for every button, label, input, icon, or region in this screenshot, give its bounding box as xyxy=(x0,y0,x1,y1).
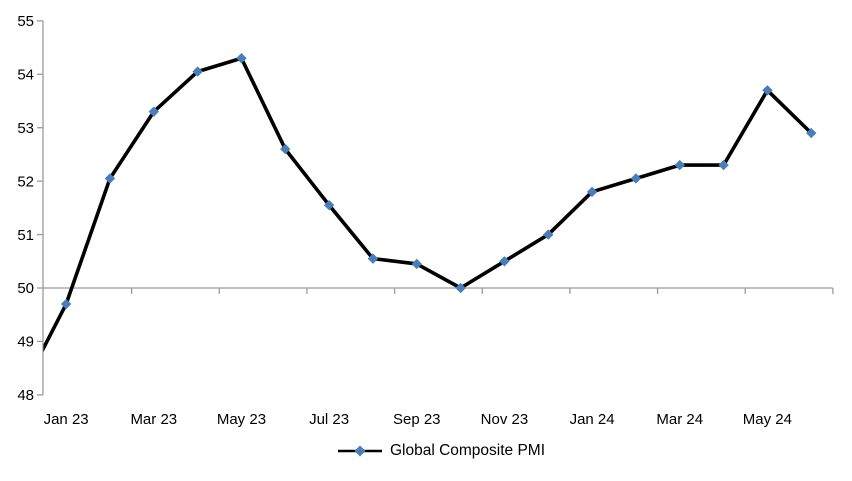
y-axis-tick-label: 55 xyxy=(17,13,34,30)
y-axis-tick-label: 52 xyxy=(17,173,34,190)
x-axis-tick-label: Jan 23 xyxy=(44,411,89,428)
series-line xyxy=(43,56,813,353)
x-axis-tick-label: Jul 23 xyxy=(309,411,349,428)
data-point-marker xyxy=(630,173,642,184)
y-axis-tick-label: 49 xyxy=(17,334,34,351)
data-point-marker xyxy=(148,106,159,117)
legend-line-marker-icon xyxy=(337,445,382,457)
data-point-marker xyxy=(323,199,335,211)
data-point-marker xyxy=(499,256,510,267)
x-axis-tick-label: Nov 23 xyxy=(481,411,529,428)
data-point-marker xyxy=(718,159,729,171)
data-point-marker xyxy=(367,253,379,264)
data-point-marker xyxy=(806,127,817,139)
y-axis-tick-label: 53 xyxy=(17,120,34,137)
y-axis-tick-label: 48 xyxy=(17,387,34,404)
x-axis-tick-label: Sep 23 xyxy=(393,411,441,428)
data-point-marker xyxy=(280,143,291,155)
y-axis-tick-label: 51 xyxy=(17,227,34,244)
legend-entry: Global Composite PMI xyxy=(337,442,545,460)
data-point-marker xyxy=(236,53,247,64)
legend: Global Composite PMI xyxy=(0,438,852,464)
data-point-marker xyxy=(586,186,598,198)
y-axis-tick-label: 50 xyxy=(17,280,34,297)
data-point-marker xyxy=(674,159,685,171)
data-point-marker xyxy=(192,66,203,77)
legend-series-label: Global Composite PMI xyxy=(389,442,546,459)
data-point-marker xyxy=(543,229,554,240)
x-axis-tick-label: Mar 24 xyxy=(656,411,703,428)
data-point-marker xyxy=(762,85,773,96)
x-axis-tick-label: Mar 23 xyxy=(130,411,177,428)
x-axis-tick-label: May 24 xyxy=(743,411,792,428)
data-point-marker xyxy=(411,258,422,270)
y-axis-tick-label: 54 xyxy=(17,66,34,83)
data-point-marker xyxy=(60,298,72,310)
global-composite-pmi-line-chart: 48 49 50 51 52 53 54 55 Jan 23 Mar 23 May 23 Jul 23… xyxy=(17,13,834,428)
data-point-marker xyxy=(104,173,116,184)
x-axis-tick-label: Jan 24 xyxy=(570,411,615,428)
data-point-marker xyxy=(455,282,466,294)
x-axis-tick-label: May 23 xyxy=(217,411,266,428)
